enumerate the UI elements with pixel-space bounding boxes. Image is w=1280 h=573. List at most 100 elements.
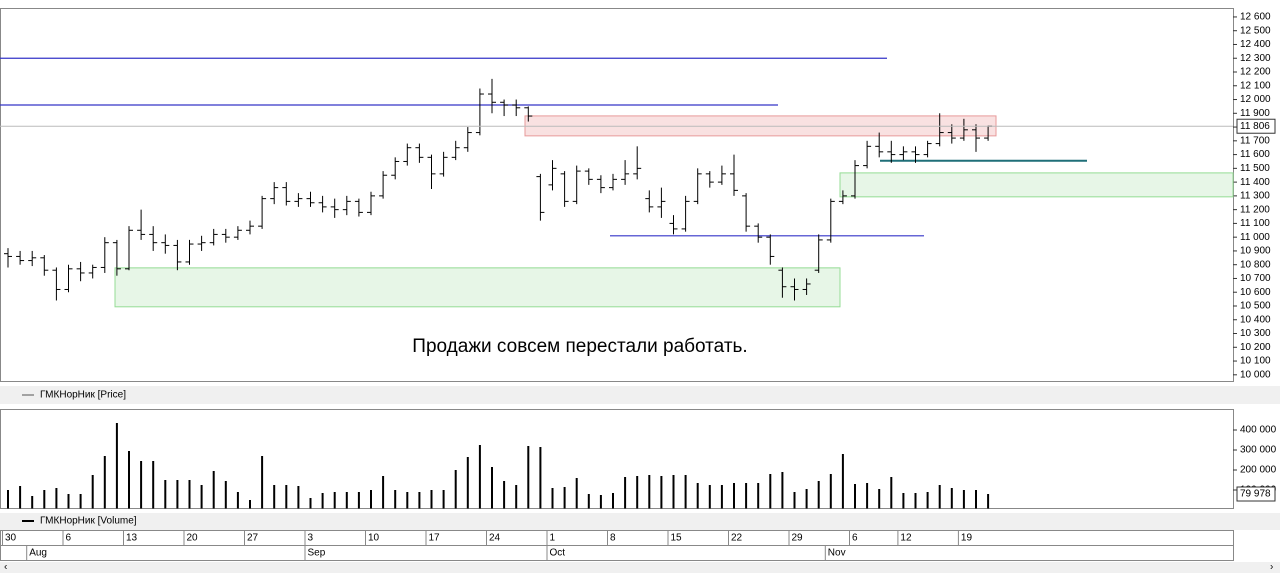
volume-bar — [19, 486, 22, 509]
volume-bar — [442, 490, 445, 509]
date-label: 3 — [308, 533, 314, 544]
y-tick-label: 12 600 — [1240, 12, 1271, 23]
volume-bar — [115, 423, 118, 509]
y-tick-label: 12 300 — [1240, 53, 1271, 64]
date-label: 17 — [429, 533, 441, 544]
date-label: 27 — [247, 533, 259, 544]
volume-bar — [624, 477, 627, 509]
volume-bar — [249, 500, 251, 509]
legend-label[interactable]: ГМКНорНик [Price] — [40, 390, 126, 401]
month-label: Aug — [29, 548, 47, 559]
date-label: 8 — [610, 533, 616, 544]
volume-bar — [684, 475, 687, 509]
date-label: 13 — [126, 533, 138, 544]
volume-bar — [854, 484, 856, 509]
volume-bar — [890, 477, 893, 509]
volume-bar — [236, 492, 239, 509]
date-label: 30 — [5, 533, 17, 544]
volume-bar — [987, 494, 990, 509]
volume-bar — [200, 485, 203, 509]
volume-bar — [563, 487, 566, 509]
volume-bar — [950, 488, 953, 509]
month-label: Sep — [308, 548, 326, 559]
date-label: 19 — [961, 533, 973, 544]
volume-bar — [575, 478, 578, 509]
volume-bar — [31, 496, 34, 509]
volume-bar — [757, 483, 760, 509]
volume-bar — [975, 490, 977, 509]
date-label: 12 — [900, 533, 912, 544]
volume-bar — [345, 492, 348, 509]
volume-bar — [406, 492, 409, 509]
volume-bar — [587, 494, 590, 509]
volume-bar — [418, 492, 421, 509]
volume-bar — [297, 486, 300, 509]
y-tick-label: 10 500 — [1240, 301, 1271, 312]
volume-bar — [660, 476, 663, 509]
y-tick-label: 10 600 — [1240, 287, 1271, 298]
y-tick-label: 11 100 — [1240, 218, 1270, 229]
scrollbar[interactable] — [0, 562, 1280, 573]
volume-bar — [164, 480, 167, 509]
current-volume-label: 79 978 — [1240, 489, 1271, 500]
volume-bar — [103, 456, 106, 509]
volume-bar — [382, 476, 385, 509]
zone — [114, 267, 841, 308]
date-label: 6 — [852, 533, 858, 544]
volume-bar — [733, 483, 735, 509]
volume-bar — [128, 451, 130, 509]
annotation: Продажи совсем перестали работать. — [412, 336, 747, 357]
volume-bar — [720, 485, 723, 509]
volume-bar — [902, 493, 905, 509]
volume-bar — [696, 483, 699, 509]
volume-bar — [769, 474, 772, 509]
volume-bar — [648, 475, 651, 509]
volume-bar — [91, 475, 94, 509]
y-tick-label: 12 400 — [1240, 39, 1271, 50]
volume-bar — [841, 454, 844, 509]
volume-bar — [539, 447, 542, 509]
scroll-left[interactable]: ‹ — [4, 562, 7, 573]
y-tick-label: 11 600 — [1240, 149, 1270, 160]
y-tick-label: 300 000 — [1240, 445, 1277, 456]
volume-bar — [962, 490, 965, 509]
y-tick-label: 11 700 — [1240, 135, 1270, 146]
y-tick-label: 200 000 — [1240, 465, 1277, 476]
volume-bar — [551, 488, 554, 509]
volume-bar — [636, 476, 639, 509]
volume-bar — [212, 471, 215, 509]
date-label: 20 — [187, 533, 199, 544]
y-tick-label: 12 500 — [1240, 25, 1271, 36]
volume-bar — [67, 494, 70, 509]
volume-bar — [224, 481, 227, 509]
y-tick-label: 11 400 — [1240, 177, 1270, 188]
volume-bar — [503, 481, 506, 509]
y-tick-label: 11 200 — [1240, 204, 1270, 215]
date-label: 15 — [671, 533, 683, 544]
date-label: 24 — [489, 533, 501, 544]
y-tick-label: 10 400 — [1240, 314, 1271, 325]
volume-bar — [7, 490, 9, 509]
volume-bar — [43, 490, 46, 509]
volume-bar — [188, 480, 191, 509]
volume-bar — [309, 498, 312, 509]
volume-bar — [926, 492, 929, 509]
volume-bar — [55, 488, 58, 509]
y-tick-label: 11 000 — [1240, 232, 1270, 243]
zone — [839, 172, 1234, 198]
volume-bar — [817, 481, 820, 509]
scroll-right[interactable]: › — [1270, 562, 1273, 573]
y-tick-label: 10 900 — [1240, 246, 1271, 257]
y-tick-label: 400 000 — [1240, 425, 1277, 436]
volume-bar — [333, 492, 336, 509]
date-label: 6 — [66, 533, 72, 544]
volume-bar — [829, 474, 832, 509]
volume-bar — [612, 493, 614, 509]
volume-bar — [491, 467, 493, 509]
volume-bar — [527, 446, 530, 509]
volume-bar — [793, 492, 796, 509]
volume-bar — [79, 494, 82, 509]
legend-label[interactable]: ГМКНорНик [Volume] — [40, 516, 137, 527]
price-legend-bar — [0, 386, 1280, 404]
